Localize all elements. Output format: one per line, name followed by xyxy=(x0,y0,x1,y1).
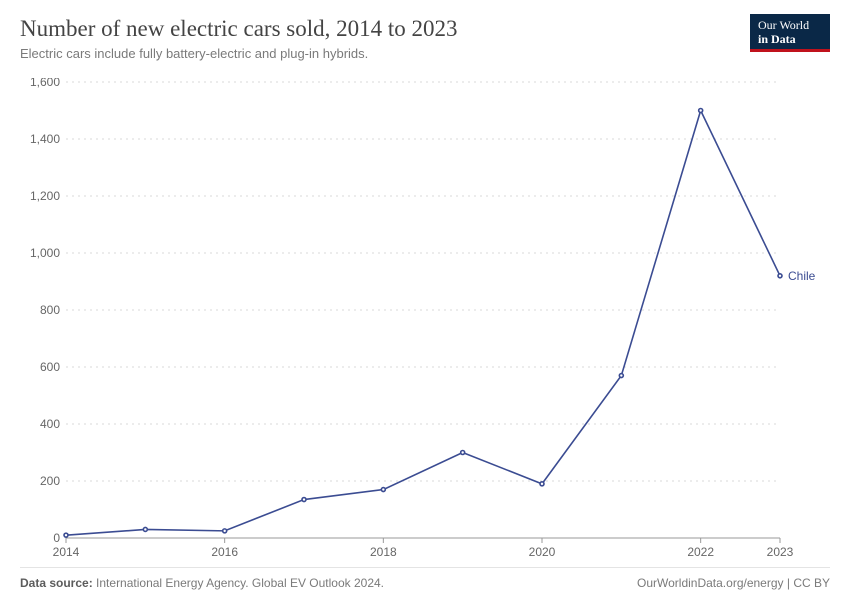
y-tick-label: 1,600 xyxy=(30,78,60,89)
credit-link[interactable]: OurWorldinData.org/energy xyxy=(637,576,784,590)
series-label-chile: Chile xyxy=(788,269,816,283)
series-marker xyxy=(540,482,544,486)
series-marker xyxy=(381,488,385,492)
data-source-label: Data source: xyxy=(20,576,93,590)
series-marker xyxy=(143,527,147,531)
y-tick-label: 1,400 xyxy=(30,132,60,146)
x-tick-label: 2022 xyxy=(687,545,714,559)
y-tick-label: 0 xyxy=(53,531,60,545)
license-text: CC BY xyxy=(793,576,830,590)
owid-logo: Our World in Data xyxy=(750,14,830,52)
data-source: Data source: International Energy Agency… xyxy=(20,576,384,590)
data-source-text: International Energy Agency. Global EV O… xyxy=(96,576,384,590)
x-tick-label: 2014 xyxy=(53,545,80,559)
chart-header: Number of new electric cars sold, 2014 t… xyxy=(0,0,850,69)
series-marker xyxy=(619,374,623,378)
x-tick-label: 2023 xyxy=(767,545,794,559)
x-tick-label: 2018 xyxy=(370,545,397,559)
series-marker xyxy=(302,498,306,502)
line-chart-svg: 0 200 400 600 800 1,000 1,200 1,400 1,600 2014 201… xyxy=(20,78,830,562)
chart-footer: Data source: International Energy Agency… xyxy=(20,567,830,590)
series-marker xyxy=(461,451,465,455)
logo-line1: Our World xyxy=(758,19,822,33)
series-marker xyxy=(223,529,227,533)
chart-subtitle: Electric cars include fully battery-elec… xyxy=(20,46,830,61)
series-line-chile xyxy=(66,111,780,536)
y-tick-label: 1,200 xyxy=(30,189,60,203)
y-tick-label: 200 xyxy=(40,474,60,488)
x-tick-label: 2020 xyxy=(529,545,556,559)
y-tick-label: 1,000 xyxy=(30,246,60,260)
y-tick-label: 800 xyxy=(40,303,60,317)
series-marker xyxy=(64,533,68,537)
series-marker xyxy=(699,109,703,113)
logo-line2: in Data xyxy=(758,33,822,47)
x-tick-label: 2016 xyxy=(211,545,238,559)
chart-area: 0 200 400 600 800 1,000 1,200 1,400 1,600 2014 201… xyxy=(20,78,830,562)
series-marker xyxy=(778,274,782,278)
y-tick-label: 600 xyxy=(40,360,60,374)
credit-block: OurWorldinData.org/energy | CC BY xyxy=(637,576,830,590)
y-tick-label: 400 xyxy=(40,417,60,431)
chart-title: Number of new electric cars sold, 2014 t… xyxy=(20,16,830,42)
